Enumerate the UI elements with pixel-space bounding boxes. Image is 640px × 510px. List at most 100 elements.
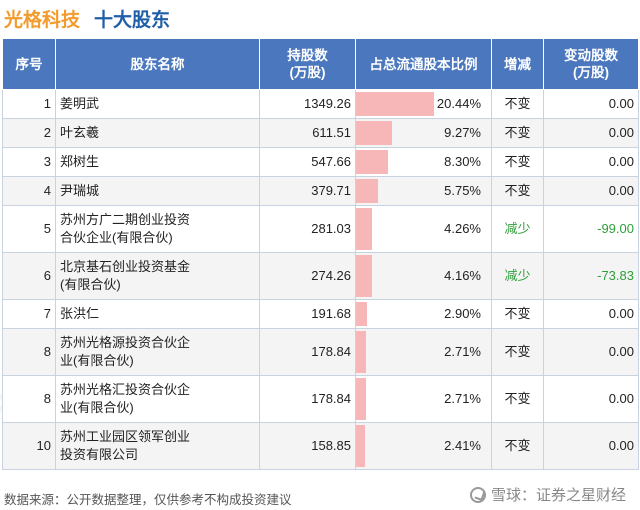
seq-cell: 8 (2, 328, 56, 376)
col-header-seq: 序号 (2, 38, 56, 90)
table-body: 1 姜明武 1349.26 20.44% 不变 0.00 2 叶玄羲 611.51 9.27% 不变… (2, 89, 639, 470)
ratio-cell: 4.26% (355, 205, 492, 253)
change-cell: 不变 (491, 176, 544, 206)
delta-cell: 0.00 (543, 147, 639, 177)
delta-cell: 0.00 (543, 375, 639, 423)
col-header-ratio: 占总流通股本比例 (355, 38, 492, 90)
table-row: 1 姜明武 1349.26 20.44% 不变 0.00 (2, 89, 639, 119)
change-cell: 不变 (491, 118, 544, 148)
ratio-value: 20.44% (436, 96, 481, 111)
shareholders-table: 序号 股东名称 持股数 (万股) 占总流通股本比例 增减 变动股数 (万股) 1 姜明… (2, 38, 639, 470)
table-row: 6 北京基石创业投资基金 (有限合伙) 274.26 4.16% 减少 -73.83 (2, 252, 639, 300)
table-row: 10 苏州工业园区领军创业 投资有限公司 158.85 2.41% 不变 0.00 (2, 422, 639, 470)
holder-name-cont: 投资有限公司 (60, 447, 139, 462)
ratio-cell: 9.27% (355, 118, 492, 148)
table-row: 4 尹瑞城 379.71 5.75% 不变 0.00 (2, 176, 639, 206)
seq-cell: 8 (2, 375, 56, 423)
change-cell: 不变 (491, 147, 544, 177)
ratio-value: 2.71% (444, 391, 481, 406)
ratio-bar (356, 208, 373, 250)
table-row: 5 苏州方广二期创业投资 合伙企业(有限合伙) 281.03 4.26% 减少 -99.00 (2, 205, 639, 253)
delta-cell: 0.00 (543, 328, 639, 376)
shares-cell: 547.66 (259, 147, 356, 177)
holder-name: 苏州光格汇投资合伙企 (60, 382, 191, 397)
col-header-change: 增减 (491, 38, 544, 90)
ratio-cell: 2.90% (355, 299, 492, 329)
table-row: 8 苏州光格汇投资合伙企 业(有限合伙) 178.84 2.71% 不变 0.00 (2, 375, 639, 423)
table-header-row: 序号 股东名称 持股数 (万股) 占总流通股本比例 增减 变动股数 (万股) (2, 38, 639, 90)
ratio-bar (356, 378, 367, 420)
holder-name-cell: 苏州方广二期创业投资 合伙企业(有限合伙) (55, 205, 260, 253)
change-cell: 减少 (491, 252, 544, 300)
col-header-name: 股东名称 (55, 38, 260, 90)
ratio-bar (356, 150, 388, 174)
holder-name: 苏州工业园区领军创业 (60, 429, 191, 444)
holder-name: 苏州光格源投资合伙企 (60, 335, 191, 350)
seq-cell: 1 (2, 89, 56, 119)
holder-name: 叶玄羲 (55, 118, 260, 148)
table-row: 2 叶玄羲 611.51 9.27% 不变 0.00 (2, 118, 639, 148)
shares-cell: 611.51 (259, 118, 356, 148)
shares-cell: 191.68 (259, 299, 356, 329)
col-header-shares: 持股数 (万股) (259, 38, 356, 90)
shares-cell: 281.03 (259, 205, 356, 253)
table-row: 7 张洪仁 191.68 2.90% 不变 0.00 (2, 299, 639, 329)
seq-cell: 4 (2, 176, 56, 206)
ratio-bar (356, 179, 379, 203)
data-source-note: 数据来源：公开数据整理，仅供参考不构成投资建议 (4, 493, 292, 507)
change-cell: 不变 (491, 299, 544, 329)
holder-name-cell: 苏州工业园区领军创业 投资有限公司 (55, 422, 260, 470)
table-row: 3 郑树生 547.66 8.30% 不变 0.00 (2, 147, 639, 177)
ratio-bar (356, 331, 367, 373)
holder-name-cont: 业(有限合伙) (60, 353, 134, 368)
change-cell: 不变 (491, 422, 544, 470)
ratio-value: 8.30% (444, 154, 481, 169)
holder-name-cell: 苏州光格汇投资合伙企 业(有限合伙) (55, 375, 260, 423)
holder-name: 郑树生 (55, 147, 260, 177)
table-row: 8 苏州光格源投资合伙企 业(有限合伙) 178.84 2.71% 不变 0.00 (2, 328, 639, 376)
holder-name-cell: 北京基石创业投资基金 (有限合伙) (55, 252, 260, 300)
ratio-value: 4.26% (444, 221, 481, 236)
seq-cell: 10 (2, 422, 56, 470)
shares-cell: 1349.26 (259, 89, 356, 119)
ratio-bar (356, 121, 392, 145)
holder-name-cont: (有限合伙) (60, 277, 121, 292)
shares-cell: 274.26 (259, 252, 356, 300)
change-cell: 不变 (491, 375, 544, 423)
ratio-bar (356, 302, 368, 326)
shares-cell: 178.84 (259, 375, 356, 423)
ratio-cell: 2.71% (355, 328, 492, 376)
holder-name-cont: 业(有限合伙) (60, 400, 134, 415)
seq-cell: 5 (2, 205, 56, 253)
brand-watermark: 雪球：证券之星财经 (469, 484, 626, 505)
delta-cell: 0.00 (543, 89, 639, 119)
snowball-logo-icon (469, 486, 486, 503)
seq-cell: 3 (2, 147, 56, 177)
brand-text: 雪球：证券之星财经 (490, 487, 626, 504)
change-cell: 不变 (491, 89, 544, 119)
delta-cell: -99.00 (543, 205, 639, 253)
shares-cell: 158.85 (259, 422, 356, 470)
seq-cell: 2 (2, 118, 56, 148)
ratio-bar (356, 425, 366, 467)
ratio-value: 4.16% (444, 268, 481, 283)
ratio-value: 2.71% (444, 344, 481, 359)
ratio-cell: 2.71% (355, 375, 492, 423)
holder-name-cell: 苏州光格源投资合伙企 业(有限合伙) (55, 328, 260, 376)
ratio-value: 9.27% (444, 125, 481, 140)
holder-name: 苏州方广二期创业投资 (60, 212, 191, 227)
holder-name: 北京基石创业投资基金 (60, 259, 191, 274)
ratio-bar (356, 255, 372, 297)
ratio-cell: 4.16% (355, 252, 492, 300)
ratio-cell: 20.44% (355, 89, 492, 119)
ratio-cell: 8.30% (355, 147, 492, 177)
ratio-value: 2.41% (444, 438, 481, 453)
holder-name: 姜明武 (55, 89, 260, 119)
delta-cell: 0.00 (543, 299, 639, 329)
ratio-cell: 2.41% (355, 422, 492, 470)
seq-cell: 7 (2, 299, 56, 329)
delta-cell: 0.00 (543, 118, 639, 148)
ratio-value: 5.75% (444, 183, 481, 198)
holder-name: 张洪仁 (55, 299, 260, 329)
change-cell: 不变 (491, 328, 544, 376)
